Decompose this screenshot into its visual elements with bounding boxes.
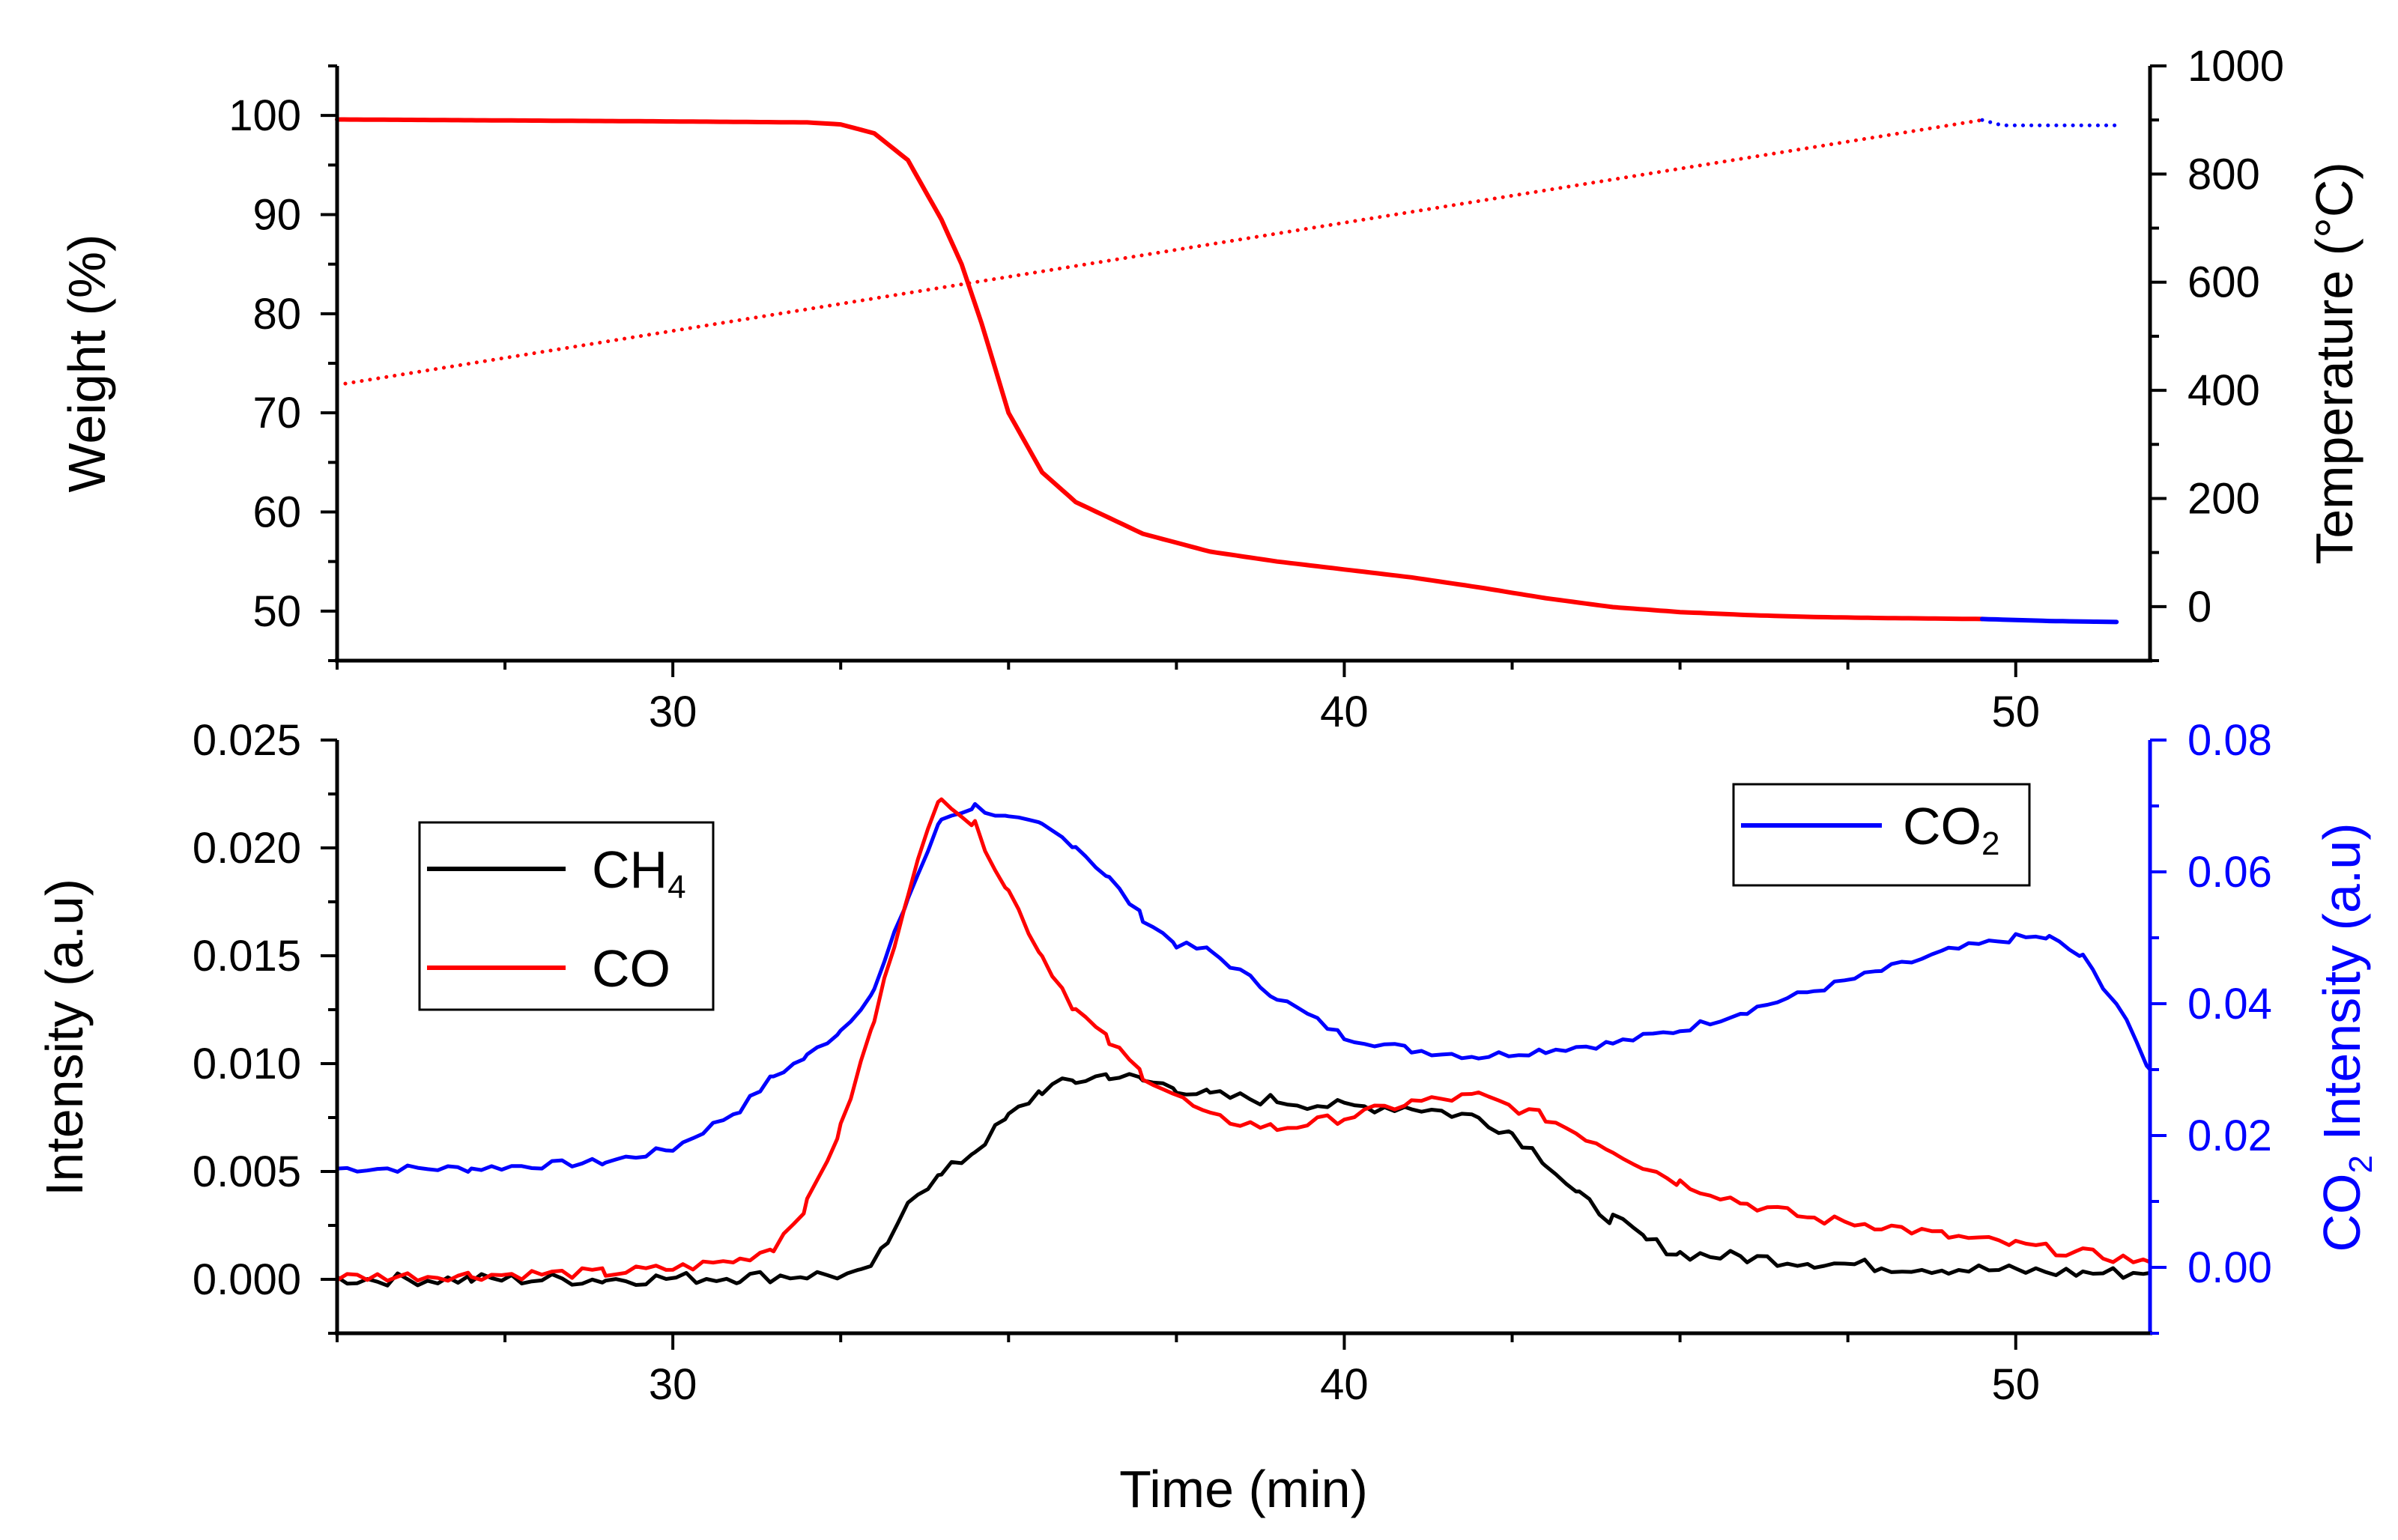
bottom-panel: 30 40 50 0.000 0.005 0.010 0.015 0.020 0.025 0.… bbox=[35, 716, 2379, 1518]
legend-co2-label: CO2 bbox=[1903, 797, 1999, 862]
top-axes bbox=[335, 66, 2152, 663]
top-x-ticks: 30 40 50 bbox=[336, 661, 2040, 736]
bottom-y2-tick-label: 0.08 bbox=[2187, 716, 2272, 765]
bottom-y-axis-title: Intensity (a.u) bbox=[35, 879, 94, 1196]
legend-co2-sub: 2 bbox=[1981, 825, 1999, 862]
bottom-y2-tick-label: 0.00 bbox=[2187, 1243, 2272, 1292]
bottom-x-tick-label: 30 bbox=[649, 1360, 697, 1409]
top-weight-series bbox=[335, 117, 2119, 625]
top-y2-tick-label: 600 bbox=[2187, 258, 2260, 307]
top-y2-tick-label: 200 bbox=[2187, 474, 2260, 523]
top-y2-ticks: 0 200 400 600 800 1000 bbox=[2150, 42, 2284, 662]
bottom-series-line-CH4 bbox=[335, 1072, 2152, 1288]
legend-left-box bbox=[418, 821, 715, 1011]
top-y-tick-label: 70 bbox=[252, 389, 301, 437]
bottom-y2-tick-label: 0.04 bbox=[2187, 980, 2272, 1028]
top-y-tick-label: 80 bbox=[252, 290, 301, 339]
bottom-y-tick-label: 0.010 bbox=[193, 1040, 301, 1088]
top-y2-tick-label: 400 bbox=[2187, 366, 2260, 415]
bottom-x-tick-label: 50 bbox=[1991, 1360, 2040, 1409]
bottom-y2-ticks: 0.00 0.02 0.04 0.06 0.08 bbox=[2150, 716, 2272, 1335]
bottom-y-tick-label: 0.015 bbox=[193, 932, 301, 980]
top-y2-axis-title: Temperature (°C) bbox=[2305, 162, 2364, 565]
bottom-y2-tick-label: 0.06 bbox=[2187, 848, 2272, 897]
y2-title-co: CO bbox=[2313, 1174, 2371, 1252]
bottom-y-tick-label: 0.000 bbox=[193, 1255, 301, 1304]
top-series-line-3 bbox=[1980, 118, 2119, 127]
bottom-y2-tick-label: 0.02 bbox=[2187, 1112, 2272, 1160]
bottom-x-ticks: 30 40 50 bbox=[336, 1333, 2040, 1409]
legend-right: CO2 bbox=[1732, 783, 2031, 887]
y2-title-sub: 2 bbox=[2343, 1155, 2379, 1173]
legend-ch4-text: CH bbox=[592, 840, 667, 899]
top-y2-tick-label: 0 bbox=[2187, 583, 2211, 631]
legend-ch4-sub: 4 bbox=[667, 869, 685, 906]
bottom-series bbox=[335, 797, 2152, 1288]
bottom-x-axis-title: Time (min) bbox=[1119, 1460, 1368, 1518]
top-y-axis-title: Weight (%) bbox=[58, 234, 116, 493]
top-temperature-series bbox=[335, 118, 2119, 387]
top-x-tick-label: 30 bbox=[649, 688, 697, 736]
top-y2-tick-label: 800 bbox=[2187, 150, 2260, 198]
top-x-tick-label: 50 bbox=[1991, 688, 2040, 736]
legend-left: CH4 CO bbox=[418, 821, 715, 1011]
top-y-ticks: 50 60 70 80 90 100 bbox=[228, 64, 337, 662]
bottom-y2-axis-title: CO2 Intensity (a.u) bbox=[2313, 823, 2379, 1252]
bottom-y-ticks: 0.000 0.005 0.010 0.015 0.020 0.025 bbox=[193, 716, 337, 1335]
bottom-series-line-CO bbox=[335, 797, 2152, 1283]
top-x-tick-label: 40 bbox=[1320, 688, 1369, 736]
legend-co-label: CO bbox=[592, 939, 670, 998]
top-y-tick-label: 100 bbox=[228, 91, 301, 140]
bottom-y-tick-label: 0.025 bbox=[193, 716, 301, 765]
top-panel: 30 40 50 50 60 70 80 90 100 0 200 400 600 800 1000 W… bbox=[58, 42, 2364, 736]
top-series-line-2 bbox=[335, 118, 1984, 387]
legend-right-box bbox=[1732, 783, 2031, 887]
legend-co2-text: CO bbox=[1903, 797, 1981, 855]
top-y-tick-label: 60 bbox=[252, 488, 301, 537]
bottom-series-line-CO2 bbox=[335, 801, 2152, 1174]
y2-title-rest: Intensity (a.u) bbox=[2313, 823, 2371, 1156]
top-y-tick-label: 90 bbox=[252, 191, 301, 240]
legend-ch4-label: CH4 bbox=[592, 840, 686, 906]
top-series-line-0 bbox=[335, 117, 1984, 622]
bottom-x-tick-label: 40 bbox=[1320, 1360, 1369, 1409]
top-series-line-1 bbox=[1979, 616, 2119, 625]
top-y2-tick-label: 1000 bbox=[2187, 42, 2284, 91]
top-y-tick-label: 50 bbox=[252, 587, 301, 636]
bottom-y-tick-label: 0.020 bbox=[193, 824, 301, 873]
bottom-y-tick-label: 0.005 bbox=[193, 1148, 301, 1196]
